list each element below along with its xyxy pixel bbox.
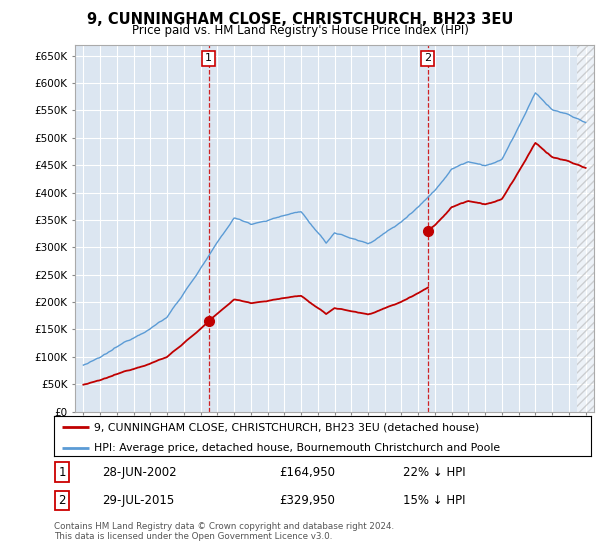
Text: 2: 2 [58, 494, 66, 507]
Text: HPI: Average price, detached house, Bournemouth Christchurch and Poole: HPI: Average price, detached house, Bour… [94, 442, 500, 452]
Text: Price paid vs. HM Land Registry's House Price Index (HPI): Price paid vs. HM Land Registry's House … [131, 24, 469, 36]
Text: £164,950: £164,950 [280, 465, 335, 479]
Text: 28-JUN-2002: 28-JUN-2002 [103, 465, 177, 479]
Text: Contains HM Land Registry data © Crown copyright and database right 2024.
This d: Contains HM Land Registry data © Crown c… [54, 522, 394, 542]
Text: 9, CUNNINGHAM CLOSE, CHRISTCHURCH, BH23 3EU (detached house): 9, CUNNINGHAM CLOSE, CHRISTCHURCH, BH23 … [94, 422, 479, 432]
Text: 9, CUNNINGHAM CLOSE, CHRISTCHURCH, BH23 3EU: 9, CUNNINGHAM CLOSE, CHRISTCHURCH, BH23 … [87, 12, 513, 27]
Text: 29-JUL-2015: 29-JUL-2015 [103, 494, 175, 507]
Text: 1: 1 [58, 465, 66, 479]
Text: 22% ↓ HPI: 22% ↓ HPI [403, 465, 466, 479]
Text: 1: 1 [205, 54, 212, 63]
Text: 2: 2 [424, 54, 431, 63]
Text: £329,950: £329,950 [280, 494, 335, 507]
Text: 15% ↓ HPI: 15% ↓ HPI [403, 494, 466, 507]
